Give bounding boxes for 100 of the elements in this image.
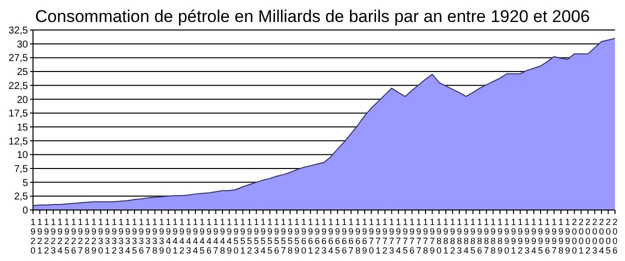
x-tick-label: 1936 (138, 217, 144, 256)
x-tick-label: 1922 (44, 217, 50, 256)
x-tick-label: 1999 (565, 217, 570, 256)
x-tick-label: 1926 (71, 217, 76, 256)
x-tick-label: 1984 (464, 217, 469, 256)
x-tick-label: 1989 (497, 217, 502, 256)
x-tick-label: 1964 (328, 217, 334, 256)
x-tick-label: 1994 (531, 217, 536, 256)
x-tick-label: 1982 (450, 217, 456, 256)
chart-title: Consommation de pétrole en Milliards de barils par an entre 1920 et 2006 (34, 7, 591, 26)
x-tick-label: 2006 (612, 217, 618, 256)
x-tick-label: 1928 (84, 217, 90, 256)
x-tick-label: 1975 (402, 217, 408, 256)
x-tick-label: 1921 (37, 217, 42, 256)
x-tick-label: 1967 (348, 217, 354, 256)
x-tick-label: 1952 (247, 217, 252, 256)
x-tick-label: 1971 (376, 217, 381, 256)
y-tick-label: 15 (16, 122, 28, 134)
x-tick-label: 1949 (226, 217, 232, 256)
x-tick-label: 1968 (355, 217, 360, 256)
y-tick-label: 32,5 (8, 26, 28, 37)
y-tick-label: 12,5 (8, 136, 28, 148)
x-tick-label: 1960 (301, 217, 306, 256)
x-tick-label: 1976 (409, 217, 414, 256)
x-tick-label: 1992 (518, 217, 523, 256)
x-tick-label: 1995 (538, 217, 544, 256)
y-tick-label: 20 (16, 94, 28, 106)
x-tick-label: 1959 (294, 217, 300, 256)
x-tick-label: 1981 (443, 217, 448, 256)
x-tick-label: 1932 (112, 217, 117, 256)
x-tick-label: 1996 (544, 217, 550, 256)
x-tick-label: 1933 (118, 217, 124, 256)
x-tick-label: 1951 (240, 217, 246, 256)
x-tick-label: 1991 (510, 217, 516, 256)
x-tick-label: 1950 (234, 217, 239, 256)
x-tick-label: 1961 (308, 217, 313, 256)
y-tick-label: 17,5 (8, 108, 28, 120)
x-tick-label: 1920 (30, 217, 36, 256)
x-tick-label: 1998 (558, 217, 564, 256)
x-tick-label: 2002 (585, 217, 590, 256)
x-tick-label: 1958 (288, 217, 293, 256)
x-tick-label: 1956 (274, 217, 280, 256)
x-tick-label: 1955 (267, 217, 272, 256)
x-tick-label: 1935 (132, 217, 138, 256)
x-tick-label: 1978 (423, 217, 428, 256)
x-tick-label: 2003 (592, 217, 598, 256)
x-tick-label: 1988 (490, 217, 496, 256)
x-tick-label: 1948 (220, 217, 225, 256)
x-tick-label: 1934 (125, 217, 130, 256)
x-tick-label: 1953 (254, 217, 259, 256)
x-tick-label: 1937 (146, 217, 151, 256)
x-tick-label: 1939 (159, 217, 164, 256)
x-tick-label: 2005 (606, 217, 611, 256)
x-tick-label: 1954 (260, 217, 266, 256)
x-tick-label: 1946 (206, 217, 212, 256)
x-tick-label: 2000 (572, 217, 577, 256)
x-tick-label: 2004 (598, 217, 604, 256)
x-tick-label: 1979 (430, 217, 435, 256)
x-tick-label: 1924 (58, 217, 63, 256)
x-tick-label: 1940 (166, 217, 171, 256)
x-tick-label: 1925 (64, 217, 70, 256)
x-tick-label: 1977 (416, 217, 422, 256)
y-tick-label: 0 (22, 206, 28, 217)
y-tick-label: 27,5 (8, 53, 28, 64)
x-tick-label: 1927 (78, 217, 83, 256)
x-tick-label: 1983 (456, 217, 462, 256)
x-tick-label: 1993 (524, 217, 530, 256)
x-tick-label: 1985 (470, 217, 476, 256)
x-tick-label: 1963 (321, 217, 327, 256)
x-tick-label: 1972 (382, 217, 388, 256)
x-tick-label: 1962 (314, 217, 320, 256)
x-tick-label: 1969 (362, 217, 368, 256)
x-tick-label: 1980 (436, 217, 442, 256)
y-tick-label: 25 (16, 67, 28, 78)
x-tick-label: 1947 (213, 217, 218, 256)
x-tick-label: 1923 (50, 217, 56, 256)
x-tick-label: 1943 (186, 217, 192, 256)
x-tick-label: 1970 (368, 217, 374, 256)
x-tick-label: 1986 (477, 217, 482, 256)
x-tick-label: 1938 (152, 217, 158, 256)
x-tick-label: 1941 (172, 217, 178, 256)
x-tick-label: 1987 (484, 217, 489, 256)
x-tick-label: 1965 (335, 217, 340, 256)
x-tick-label: 1974 (396, 217, 401, 256)
x-tick-label: 1973 (389, 217, 394, 256)
x-tick-label: 1957 (280, 217, 286, 256)
x-tick-label: 1997 (552, 217, 557, 256)
y-tick-label: 30 (16, 39, 28, 50)
y-tick-label: 10 (16, 150, 28, 162)
x-tick-label: 1966 (342, 217, 347, 256)
y-tick-label: 7,5 (14, 164, 28, 176)
x-tick-label: 2001 (578, 217, 584, 256)
x-tick-label: 1944 (192, 217, 198, 256)
x-tick-label: 1990 (504, 217, 510, 256)
y-tick-label: 22,5 (8, 80, 28, 92)
x-tick-label: 1945 (200, 217, 205, 256)
y-tick-label: 2,5 (14, 192, 28, 203)
x-tick-label: 1931 (104, 217, 110, 256)
x-tick-label: 1929 (91, 217, 96, 256)
y-tick-label: 5 (22, 178, 28, 189)
